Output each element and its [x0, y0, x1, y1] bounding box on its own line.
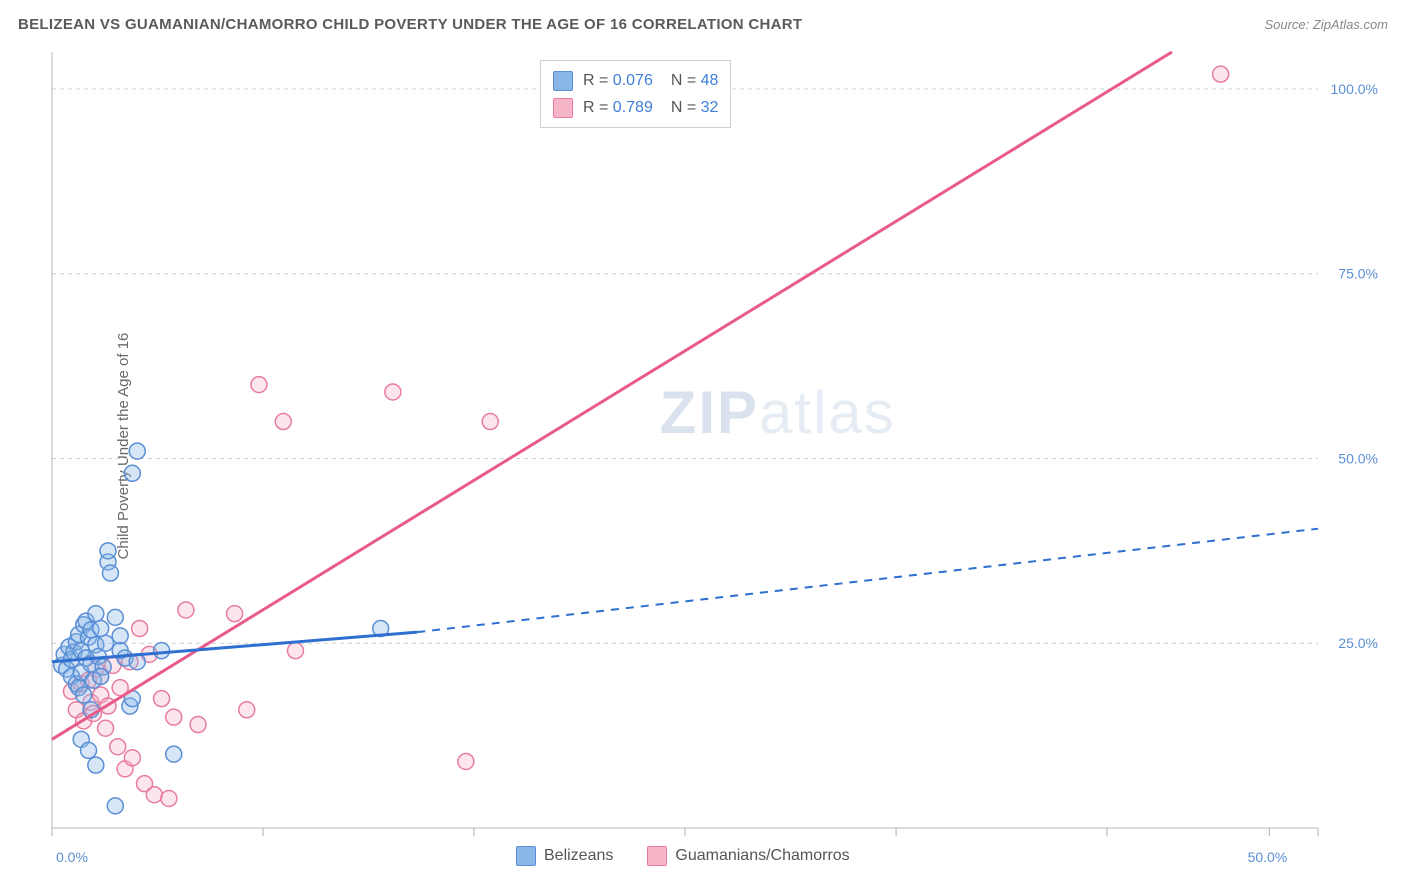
x-tick-label: 0.0%: [56, 849, 88, 865]
data-point-pink: [166, 709, 182, 725]
data-point-blue: [154, 643, 170, 659]
y-tick-label: 25.0%: [1338, 635, 1378, 651]
data-point-pink: [110, 739, 126, 755]
data-point-blue: [107, 609, 123, 625]
trendline-blue-dashed: [417, 529, 1318, 632]
data-point-pink: [124, 750, 140, 766]
y-tick-label: 50.0%: [1338, 450, 1378, 466]
data-point-blue: [98, 635, 114, 651]
data-point-pink: [239, 702, 255, 718]
stats-n-label: N = 32: [671, 94, 719, 121]
data-point-pink: [1213, 66, 1229, 82]
data-point-blue: [112, 628, 128, 644]
data-point-blue: [88, 606, 104, 622]
data-point-pink: [132, 620, 148, 636]
data-point-pink: [287, 643, 303, 659]
stats-n-label: N = 48: [671, 67, 719, 94]
data-point-blue: [166, 746, 182, 762]
watermark-bold: ZIP: [660, 379, 759, 446]
data-point-blue: [124, 465, 140, 481]
legend-label: Guamanians/Chamorros: [675, 847, 849, 865]
correlation-chart: BELIZEAN VS GUAMANIAN/CHAMORRO CHILD POV…: [0, 0, 1406, 892]
x-tick-label: 50.0%: [1248, 849, 1288, 865]
bottom-legend: Belizeans Guamanians/Chamorros: [516, 846, 850, 866]
data-point-pink: [146, 787, 162, 803]
data-point-blue: [107, 798, 123, 814]
data-point-pink: [98, 720, 114, 736]
data-point-pink: [482, 414, 498, 430]
swatch-pink-icon: [647, 846, 667, 866]
data-point-blue: [76, 687, 92, 703]
stats-legend-box: R = 0.076 N = 48 R = 0.789 N = 32: [540, 60, 731, 128]
data-point-blue: [88, 757, 104, 773]
stats-r-label: R = 0.789: [583, 94, 653, 121]
stats-row-blue: R = 0.076 N = 48: [553, 67, 718, 94]
legend-label: Belizeans: [544, 847, 613, 865]
legend-item-blue: Belizeans: [516, 846, 613, 866]
swatch-blue-icon: [553, 71, 573, 91]
data-point-pink: [161, 790, 177, 806]
swatch-pink-icon: [553, 98, 573, 118]
data-point-pink: [190, 717, 206, 733]
y-tick-label: 100.0%: [1331, 81, 1378, 97]
swatch-blue-icon: [516, 846, 536, 866]
y-tick-label: 75.0%: [1338, 266, 1378, 282]
trendline-pink: [52, 52, 1172, 739]
data-point-pink: [178, 602, 194, 618]
data-point-pink: [154, 691, 170, 707]
data-point-blue: [102, 565, 118, 581]
data-point-pink: [251, 377, 267, 393]
data-point-blue: [100, 543, 116, 559]
legend-item-pink: Guamanians/Chamorros: [647, 846, 849, 866]
data-point-pink: [275, 414, 291, 430]
data-point-pink: [385, 384, 401, 400]
data-point-pink: [458, 753, 474, 769]
watermark: ZIPatlas: [660, 378, 896, 447]
data-point-blue: [93, 620, 109, 636]
stats-row-pink: R = 0.789 N = 32: [553, 94, 718, 121]
data-point-pink: [227, 606, 243, 622]
data-point-blue: [81, 742, 97, 758]
data-point-blue: [129, 443, 145, 459]
stats-r-label: R = 0.076: [583, 67, 653, 94]
data-point-blue: [93, 668, 109, 684]
watermark-light: atlas: [759, 379, 896, 446]
